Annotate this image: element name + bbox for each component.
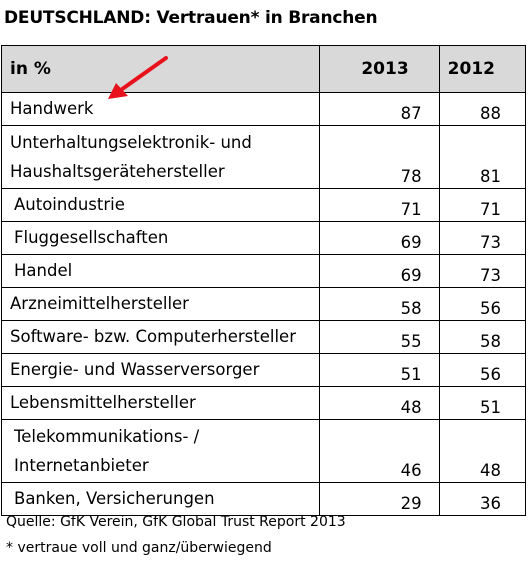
header-2012: 2012 (438, 45, 527, 93)
value-2013: 78 (319, 125, 440, 189)
table-row: Telekommunikations- / Internetanbieter 46… (0, 419, 527, 483)
table-row: Handwerk 87 88 (0, 92, 527, 126)
row-label: Arzneimittelhersteller (0, 287, 321, 321)
value-2012: 56 (438, 287, 527, 321)
row-label: Lebensmittelhersteller (0, 386, 321, 420)
row-label: Fluggesellschaften (0, 221, 321, 255)
row-label-text: Autoindustrie (14, 195, 125, 214)
value-2013: 51 (319, 353, 440, 387)
row-label: Handel (0, 254, 321, 288)
red-arrow-icon (108, 56, 168, 99)
value-2012: 48 (438, 419, 527, 483)
row-label-text: Telekommunikations- / Internetanbieter (14, 427, 200, 475)
value-2012: 58 (438, 320, 527, 354)
table-body: Handwerk 87 88 Unterhaltungselektronik- und… (0, 92, 527, 516)
value-2012: 73 (438, 254, 527, 288)
footnote: * vertraue voll und ganz/überwiegend (6, 540, 272, 556)
value-2013: 69 (319, 221, 440, 255)
row-label-text: Lebensmittelhersteller (10, 393, 196, 412)
row-label: Telekommunikations- / Internetanbieter (0, 419, 321, 483)
table-row: Handel 69 73 (0, 254, 527, 288)
row-label-text: Handel (14, 261, 73, 280)
row-label-text: Unterhaltungselektronik- und Haushaltsge… (10, 133, 252, 181)
row-label: Energie- und Wasserversorger (0, 353, 321, 387)
value-2012: 56 (438, 353, 527, 387)
value-2013: 69 (319, 254, 440, 288)
table-row: Software- bzw. Computerhersteller 55 58 (0, 320, 527, 354)
value-2013: 71 (319, 188, 440, 222)
source-note: Quelle: GfK Verein, GfK Global Trust Rep… (6, 514, 346, 530)
row-label-text: Arzneimittelhersteller (10, 294, 189, 313)
row-label-text: Software- bzw. Computerhersteller (10, 327, 296, 346)
row-label-text: Energie- und Wasserversorger (10, 360, 260, 379)
header-unit: in % (0, 45, 321, 93)
row-label-text: Banken, Versicherungen (14, 489, 215, 508)
value-2013: 29 (319, 482, 440, 516)
value-2012: 81 (438, 125, 527, 189)
value-2013: 87 (319, 92, 440, 126)
row-label: Banken, Versicherungen (0, 482, 321, 516)
value-2012: 88 (438, 92, 527, 126)
value-2012: 51 (438, 386, 527, 420)
page-title: DEUTSCHLAND: Vertrauen* in Branchen (4, 8, 378, 28)
value-2013: 58 (319, 287, 440, 321)
trust-table: in % 2013 2012 Handwerk 87 88 Unterhaltungs… (0, 45, 527, 516)
table-row: Autoindustrie 71 71 (0, 188, 527, 222)
row-label-text: Handwerk (10, 99, 94, 118)
row-label: Software- bzw. Computerhersteller (0, 320, 321, 354)
row-label: Handwerk (0, 92, 321, 126)
row-label-text: Fluggesellschaften (14, 228, 169, 247)
value-2012: 36 (438, 482, 527, 516)
table-row: Lebensmittelhersteller 48 51 (0, 386, 527, 420)
header-2013: 2013 (319, 45, 440, 93)
table-header-row: in % 2013 2012 (0, 45, 527, 93)
table-row: Banken, Versicherungen 29 36 (0, 482, 527, 516)
value-2013: 55 (319, 320, 440, 354)
table-row: Arzneimittelhersteller 58 56 (0, 287, 527, 321)
value-2013: 48 (319, 386, 440, 420)
value-2012: 71 (438, 188, 527, 222)
table-row: Fluggesellschaften 69 73 (0, 221, 527, 255)
table-row: Unterhaltungselektronik- und Haushaltsge… (0, 125, 527, 189)
table-row: Energie- und Wasserversorger 51 56 (0, 353, 527, 387)
row-label: Unterhaltungselektronik- und Haushaltsge… (0, 125, 321, 189)
value-2013: 46 (319, 419, 440, 483)
value-2012: 73 (438, 221, 527, 255)
row-label: Autoindustrie (0, 188, 321, 222)
